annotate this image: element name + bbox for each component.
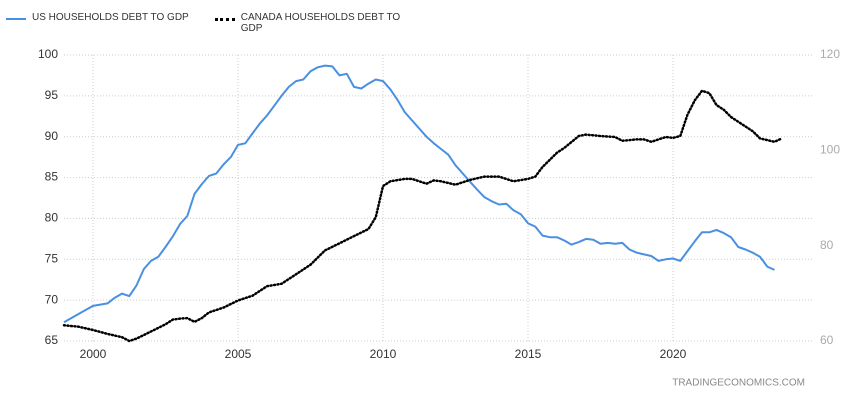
y-tick-label: 65 xyxy=(45,333,59,347)
y-tick-label: 95 xyxy=(45,88,59,102)
legend-swatch xyxy=(6,18,26,20)
legend-swatch xyxy=(214,18,235,21)
legend-item: US HOUSEHOLDS DEBT TO GDP xyxy=(6,12,189,34)
y-tick-label: 70 xyxy=(45,292,59,306)
y2-tick-label: 60 xyxy=(820,333,834,347)
y2-tick-label: 120 xyxy=(820,47,840,61)
y-tick-label: 85 xyxy=(45,170,59,184)
series-line xyxy=(63,64,775,324)
y-tick-label: 75 xyxy=(45,251,59,265)
legend-label: US HOUSEHOLDS DEBT TO GDP xyxy=(32,12,189,23)
legend: US HOUSEHOLDS DEBT TO GDP CANADA HOUSEHOL… xyxy=(6,12,427,34)
legend-item: CANADA HOUSEHOLDS DEBT TO GDP xyxy=(214,12,401,34)
series-line xyxy=(62,89,784,343)
y2-tick-label: 100 xyxy=(820,143,840,157)
y2-tick-label: 80 xyxy=(820,238,834,252)
x-tick-label: 2015 xyxy=(515,347,542,361)
y-tick-label: 80 xyxy=(45,211,59,225)
x-tick-label: 2020 xyxy=(660,347,687,361)
x-tick-label: 2000 xyxy=(80,347,107,361)
x-tick-label: 2005 xyxy=(225,347,252,361)
y-tick-label: 100 xyxy=(38,47,58,61)
x-tick-label: 2010 xyxy=(370,347,397,361)
source: TRADINGECONOMICS.COM xyxy=(672,378,805,389)
y-tick-label: 90 xyxy=(45,129,59,143)
legend-label: CANADA HOUSEHOLDS DEBT TO GDP xyxy=(240,12,401,34)
